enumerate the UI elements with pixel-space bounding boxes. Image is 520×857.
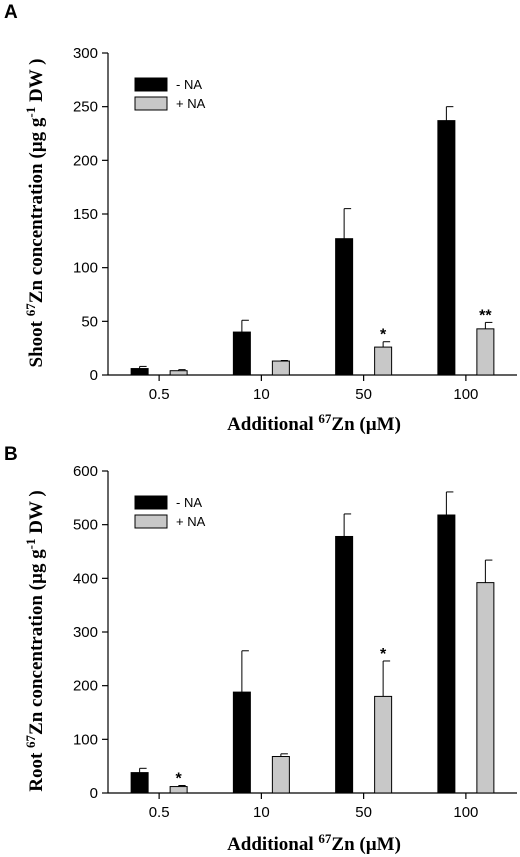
x-tick-label: 50 [355, 386, 372, 403]
bar [232, 691, 251, 794]
y-tick-label: 400 [73, 570, 98, 587]
legend-swatch [134, 495, 168, 510]
panel-b: B Root 67Zn concentration (µg g-1 DW ) A… [4, 444, 517, 855]
significance-label: * [380, 327, 387, 344]
legend-swatch [134, 77, 168, 92]
panel-letter: B [4, 444, 18, 465]
y-tick-label: 150 [73, 206, 98, 223]
y-tick-label: 300 [73, 45, 98, 62]
bar [335, 535, 354, 794]
bar [374, 695, 393, 794]
bar [130, 772, 149, 794]
bar [437, 514, 456, 794]
legend-swatch [134, 514, 168, 529]
significance-label: * [176, 770, 183, 787]
panel-a: A Shoot 67Zn concentration (µg g-1 DW ) … [4, 2, 517, 435]
x-axis-title: Additional 67Zn (µM) [227, 831, 401, 855]
bar [169, 370, 188, 376]
y-tick-label: 50 [81, 313, 98, 330]
significance-label: ** [479, 307, 492, 324]
y-tick-label: 0 [90, 367, 98, 384]
bar [169, 786, 188, 794]
x-tick-label: 100 [453, 386, 478, 403]
bar [437, 120, 456, 376]
bar [476, 582, 495, 794]
legend-label: + NA [176, 96, 206, 111]
bar [271, 360, 290, 376]
y-tick-label: 300 [73, 624, 98, 641]
bar [271, 756, 290, 794]
y-tick-label: 200 [73, 678, 98, 695]
bar [232, 331, 251, 376]
bar [374, 346, 393, 376]
y-axis-title: Root 67Zn concentration (µg g-1 DW ) [23, 490, 47, 792]
x-tick-label: 50 [355, 804, 372, 821]
x-tick-label: 100 [453, 804, 478, 821]
bar [476, 328, 495, 376]
y-tick-label: 100 [73, 731, 98, 748]
legend-swatch [134, 96, 168, 111]
x-tick-label: 10 [253, 386, 270, 403]
significance-label: * [380, 646, 387, 663]
y-tick-label: 600 [73, 463, 98, 480]
bar [130, 368, 149, 376]
y-tick-label: 500 [73, 517, 98, 534]
y-tick-label: 0 [90, 785, 98, 802]
bar [335, 238, 354, 376]
y-tick-label: 250 [73, 99, 98, 116]
x-tick-label: 0.5 [149, 386, 170, 403]
x-axis-title: Additional 67Zn (µM) [227, 411, 401, 435]
y-tick-label: 100 [73, 260, 98, 277]
legend-label: - NA [176, 77, 202, 92]
panel-letter: A [4, 2, 18, 23]
x-tick-label: 10 [253, 804, 270, 821]
y-tick-label: 200 [73, 152, 98, 169]
y-axis-title: Shoot 67Zn concentration (µg g-1 DW ) [23, 59, 47, 368]
legend-label: + NA [176, 514, 206, 529]
x-tick-label: 0.5 [149, 804, 170, 821]
legend-label: - NA [176, 495, 202, 510]
